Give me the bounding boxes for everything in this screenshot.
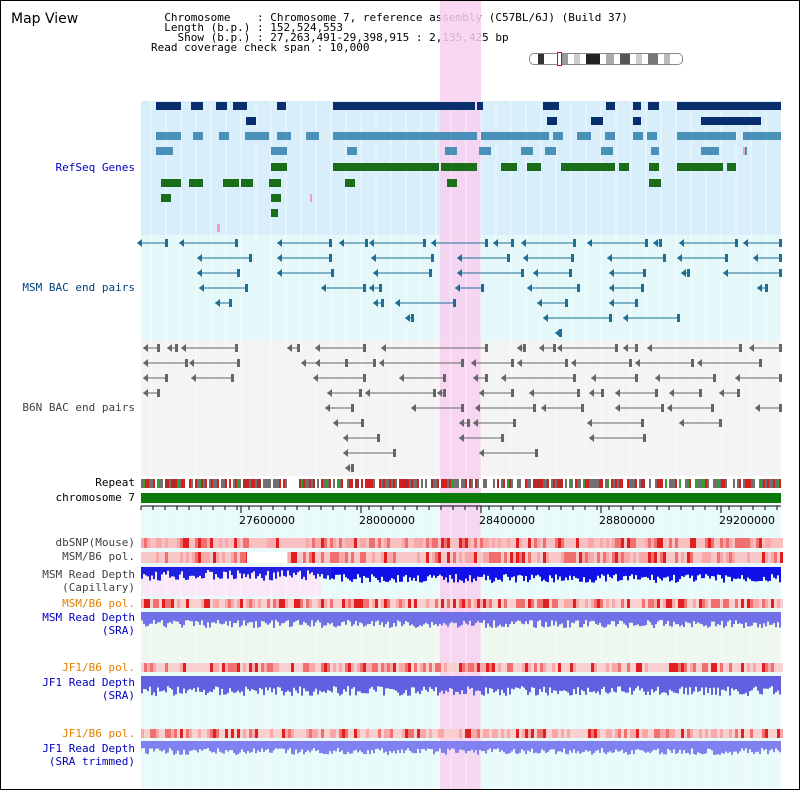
length-info-line: Length (b.p.) : 152,524,553 — [151, 21, 344, 34]
gene-feature — [477, 102, 483, 110]
ideogram-position-marker — [557, 52, 562, 66]
gene-feature — [591, 117, 603, 125]
gene-feature — [277, 102, 286, 110]
capillary-label: (Capillary) — [62, 581, 135, 594]
gene-feature — [441, 163, 477, 171]
sra-trimmed-label: (SRA trimmed) — [48, 755, 135, 768]
gene-feature — [677, 102, 781, 110]
gene-feature — [271, 147, 287, 155]
gene-feature — [191, 102, 203, 110]
gene-feature — [481, 132, 549, 140]
gene-feature — [347, 147, 357, 155]
b6n-bac-track-label[interactable]: B6N BAC end pairs — [22, 401, 135, 414]
gene-feature — [479, 147, 491, 155]
gene-feature — [277, 132, 291, 140]
msm-read-depth-sra-label: MSM Read Depth — [42, 611, 135, 624]
gene-feature — [677, 132, 736, 140]
gene-feature — [333, 163, 439, 171]
msm-read-depth-capillary-label: MSM Read Depth — [42, 568, 135, 581]
gene-feature — [545, 147, 556, 155]
gene-feature — [701, 147, 719, 155]
gene-feature — [677, 163, 723, 171]
gene-feature — [216, 102, 227, 110]
gene-feature — [271, 163, 287, 171]
gene-feature — [651, 147, 659, 155]
gene-feature — [605, 132, 615, 140]
gene-feature — [619, 163, 629, 171]
gene-feature — [241, 179, 253, 187]
gene-feature — [743, 132, 781, 140]
gene-feature — [501, 163, 517, 171]
msm-bac-track-label[interactable]: MSM BAC end pairs — [22, 281, 135, 294]
jf1-b6-pol-label: JF1/B6 pol. — [62, 661, 135, 674]
axis-tick-label: 28800000 — [599, 514, 655, 527]
jf1-read-depth-sra-label: JF1 Read Depth — [42, 676, 135, 689]
gene-feature — [521, 147, 533, 155]
gene-feature — [561, 163, 615, 171]
jf1-sra-label: (SRA) — [101, 689, 135, 702]
gene-feature — [306, 132, 319, 140]
gene-feature — [547, 117, 557, 125]
gene-feature — [701, 117, 761, 125]
gene-feature — [233, 102, 247, 110]
gene-feature — [161, 179, 181, 187]
gene-feature — [633, 132, 643, 140]
gene-feature — [223, 179, 239, 187]
axis-tick-label: 29200000 — [719, 514, 775, 527]
gene-feature — [246, 117, 256, 125]
gene-feature — [156, 102, 181, 110]
gene-feature — [647, 132, 657, 140]
gene-feature — [156, 132, 181, 140]
axis-tick-label: 28000000 — [359, 514, 415, 527]
dbsnp-track-label: dbSNP(Mouse) — [55, 536, 135, 549]
gene-feature — [649, 163, 659, 171]
gene-feature — [161, 194, 171, 202]
page-title: Map View — [11, 11, 79, 27]
gene-feature — [271, 209, 278, 217]
gene-feature — [245, 132, 269, 140]
msm-b6-pol-sra-label: MSM/B6 pol. — [62, 597, 135, 610]
gene-feature — [345, 179, 355, 187]
axis-tick-label: 28400000 — [479, 514, 535, 527]
axis-tick-label: 27600000 — [239, 514, 295, 527]
gene-feature — [271, 194, 281, 202]
jf1-b6-pol-trim-label: JF1/B6 pol. — [62, 727, 135, 740]
gene-feature — [193, 132, 203, 140]
gene-feature — [219, 132, 229, 140]
gene-feature — [527, 163, 541, 171]
gene-feature — [553, 132, 563, 140]
msm-b6-pol-track-label: MSM/B6 pol. — [62, 550, 135, 563]
repeat-track-label: Repeat — [95, 476, 135, 489]
gene-feature — [649, 179, 661, 187]
refseq-track-label[interactable]: RefSeq Genes — [55, 161, 135, 174]
msm-sra-label: (SRA) — [101, 624, 135, 637]
gene-feature — [447, 179, 457, 187]
gene-feature — [633, 102, 641, 110]
gene-feature — [189, 179, 203, 187]
gene-feature — [156, 147, 173, 155]
gene-feature — [601, 147, 613, 155]
gene-feature — [445, 147, 457, 155]
gene-feature — [633, 117, 641, 125]
gene-feature — [727, 163, 736, 171]
jf1-read-depth-trimmed-label: JF1 Read Depth — [42, 742, 135, 755]
chromosome-bar — [141, 493, 781, 503]
gene-feature — [543, 102, 559, 110]
gene-feature — [648, 102, 659, 110]
coverage-span-info-line: Read coverage check span : 10,000 — [151, 41, 370, 54]
gene-feature — [269, 179, 281, 187]
chromosome-ideogram[interactable] — [529, 53, 683, 65]
gene-feature — [333, 102, 475, 110]
chromosome-track-label: chromosome 7 — [55, 491, 135, 504]
gene-feature — [333, 132, 477, 140]
gene-feature — [577, 132, 591, 140]
gene-feature — [606, 102, 615, 110]
